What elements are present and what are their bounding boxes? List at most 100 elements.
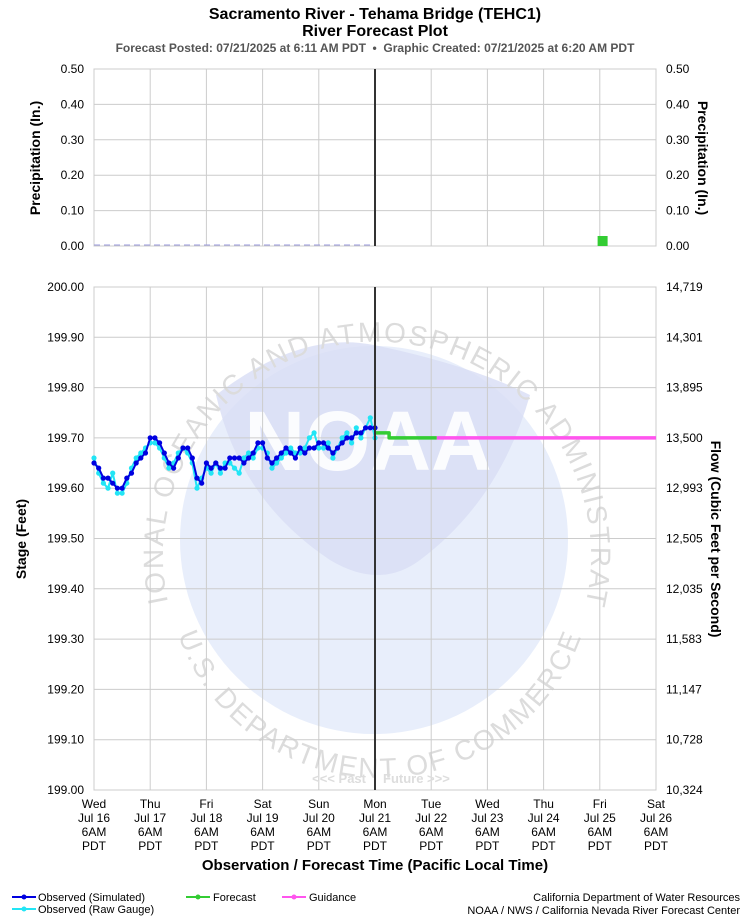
flow-ytick-right: 10,728 — [666, 733, 703, 747]
series-observed-simulated-point — [217, 465, 223, 471]
series-observed-raw-point — [250, 455, 256, 461]
series-observed-simulated-point — [297, 445, 303, 451]
series-observed-simulated-point — [105, 475, 111, 481]
series-observed-simulated-point — [180, 445, 186, 451]
series-observed-simulated-point — [283, 445, 289, 451]
chart-subtitle: River Forecast Plot — [302, 23, 449, 40]
chart-title: Sacramento River - Tehama Bridge (TEHC1) — [209, 6, 541, 23]
x-tick-label: Fri — [199, 797, 213, 811]
flow-ytick-right: 14,719 — [666, 280, 703, 294]
series-observed-simulated-point — [161, 450, 167, 456]
stage-ytick-left: 199.30 — [47, 632, 84, 646]
series-observed-simulated-point — [353, 430, 359, 436]
x-tick-label: Mon — [363, 797, 386, 811]
series-observed-simulated-point — [311, 445, 317, 451]
x-tick-label: 6AM — [250, 825, 275, 839]
series-observed-raw-point — [133, 455, 139, 461]
series-observed-raw-point — [236, 470, 242, 476]
stage-ytick-left: 199.90 — [47, 330, 84, 344]
x-tick-label: Jul 21 — [359, 811, 391, 825]
flow-ylabel-right: Flow (Cubic Feet per Second) — [708, 441, 724, 638]
series-observed-raw-point — [367, 415, 373, 421]
series-observed-simulated-point — [358, 430, 364, 436]
posted-line: Forecast Posted: 07/21/2025 at 6:11 AM P… — [116, 41, 636, 55]
series-observed-simulated-point — [128, 470, 135, 476]
series-observed-simulated-point — [363, 425, 369, 431]
x-tick-label: 6AM — [194, 825, 219, 839]
series-observed-raw-point — [353, 425, 359, 431]
x-tick-label: Sat — [647, 797, 666, 811]
series-observed-raw-point — [311, 430, 317, 436]
x-tick-label: PDT — [363, 839, 388, 853]
series-observed-raw-point — [320, 445, 327, 451]
series-observed-simulated-point — [302, 450, 308, 456]
legend-observed-simulated-marker — [21, 894, 27, 900]
x-tick-label: Thu — [140, 797, 161, 811]
legend: Observed (Simulated) Observed (Raw Gauge… — [12, 892, 356, 916]
x-tick-label: PDT — [194, 839, 219, 853]
series-observed-raw-point — [152, 440, 158, 446]
series-observed-raw-point — [269, 465, 275, 471]
x-tick-label: Sun — [308, 797, 329, 811]
precip-ytick-left: 0.10 — [61, 204, 85, 218]
precip-ytick-left: 0.20 — [61, 168, 85, 182]
x-tick-label: Jul 22 — [415, 811, 447, 825]
flow-ytick-right: 12,505 — [666, 532, 703, 546]
x-tick-label: Jul 16 — [78, 811, 110, 825]
series-observed-simulated-point — [231, 455, 238, 461]
series-observed-raw-point — [349, 440, 355, 446]
series-observed-raw-point — [283, 450, 289, 456]
flow-ytick-right: 11,147 — [666, 682, 702, 696]
series-observed-simulated-point — [100, 475, 106, 481]
legend-guidance: Guidance — [309, 892, 356, 904]
series-observed-simulated-point — [157, 440, 163, 446]
series-observed-simulated-point — [246, 455, 252, 461]
series-observed-simulated-point — [320, 440, 327, 446]
series-observed-simulated-point — [114, 485, 120, 491]
flow-ytick-right: 11,583 — [666, 632, 702, 646]
series-observed-raw-point — [105, 485, 111, 491]
series-observed-simulated-point — [96, 465, 102, 471]
x-tick-label: 6AM — [138, 825, 163, 839]
x-tick-label: 6AM — [82, 825, 107, 839]
series-observed-simulated-point — [274, 455, 280, 461]
precip-ytick-left: 0.40 — [61, 97, 85, 111]
series-observed-raw-point — [339, 435, 345, 441]
credit-cnrfc: NOAA / NWS / California Nevada River For… — [467, 905, 740, 917]
x-tick-label: 6AM — [475, 825, 500, 839]
series-observed-simulated-point — [208, 465, 214, 471]
precip-ytick-right: 0.00 — [666, 239, 690, 253]
stage-ytick-left: 200.00 — [47, 280, 84, 294]
precip-ytick-right: 0.10 — [666, 204, 690, 218]
series-observed-raw-point — [208, 470, 214, 476]
x-tick-label: PDT — [307, 839, 332, 853]
series-observed-raw-point — [302, 445, 308, 451]
series-observed-raw-point — [91, 455, 97, 461]
series-observed-simulated-point — [278, 450, 284, 456]
future-label: Future >>> — [383, 771, 450, 786]
stage-panel: 200.00 14,719 199.90 14,301 199.80 13,895 199.… — [47, 280, 703, 853]
series-observed-simulated-point — [288, 450, 294, 456]
x-tick-label: 6AM — [419, 825, 444, 839]
x-tick-label: Tue — [421, 797, 442, 811]
x-axis-label: Observation / Forecast Time (Pacific Loc… — [202, 857, 548, 874]
precip-ytick-left: 0.00 — [61, 239, 85, 253]
series-observed-simulated-point — [199, 480, 205, 486]
series-observed-simulated-point — [124, 475, 130, 481]
series-observed-simulated-point — [269, 460, 275, 466]
legend-observed-simulated: Observed (Simulated) — [38, 892, 145, 904]
x-tick-label: Jul 17 — [134, 811, 166, 825]
x-tick-label: Jul 19 — [247, 811, 279, 825]
series-observed-simulated-point — [171, 465, 177, 471]
precip-ytick-right: 0.30 — [666, 133, 690, 147]
precipitation-panel: 0.50 0.50 0.40 0.40 0.30 0.30 0.20 0.20 0.10 0.10… — [61, 62, 690, 253]
precip-ytick-right: 0.40 — [666, 97, 690, 111]
series-observed-raw-point — [358, 435, 364, 441]
series-observed-raw-point — [194, 485, 200, 491]
series-observed-simulated-point — [119, 485, 125, 491]
series-observed-raw-point — [306, 435, 312, 441]
series-observed-simulated-point — [213, 460, 219, 466]
series-observed-simulated-point — [203, 460, 209, 466]
series-observed-simulated-point — [339, 440, 345, 446]
series-observed-raw-point — [316, 445, 322, 451]
